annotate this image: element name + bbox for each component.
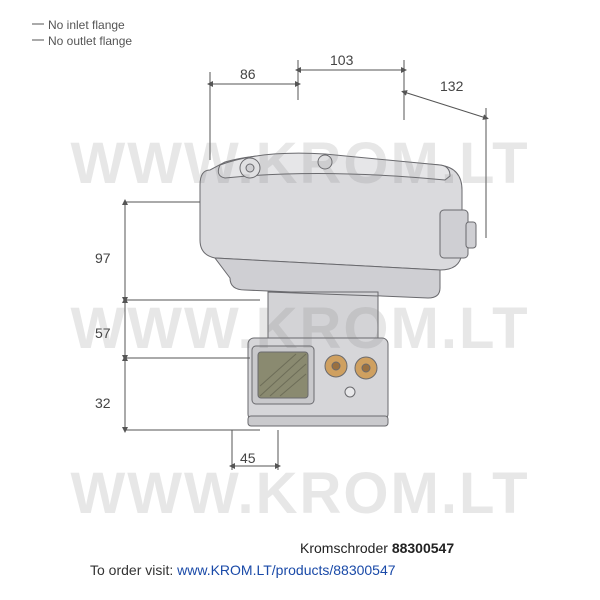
dim-103: 103 [330,52,353,68]
dim-132: 132 [440,78,463,94]
brand-label: Kromschroder [300,540,388,556]
dim-86: 86 [240,66,256,82]
watermark-bottom: WWW.KROM.LT [0,460,600,527]
note-inlet: No inlet flange [48,18,125,32]
note-outlet: No outlet flange [48,34,132,48]
dim-97: 97 [95,250,111,266]
order-prefix: To order visit: [90,562,173,578]
page: WWW.KROM.LT WWW.KROM.LT WWW.KROM.LT No i… [0,0,600,600]
footer-brand-part: Kromschroder 88300547 [300,540,454,556]
part-number: 88300547 [392,540,454,556]
footer-order: To order visit: www.KROM.LT/products/883… [90,562,396,578]
dim-32: 32 [95,395,111,411]
order-link[interactable]: www.KROM.LT/products/88300547 [177,562,395,578]
product-drawing [190,110,490,460]
dim-57: 57 [95,325,111,341]
